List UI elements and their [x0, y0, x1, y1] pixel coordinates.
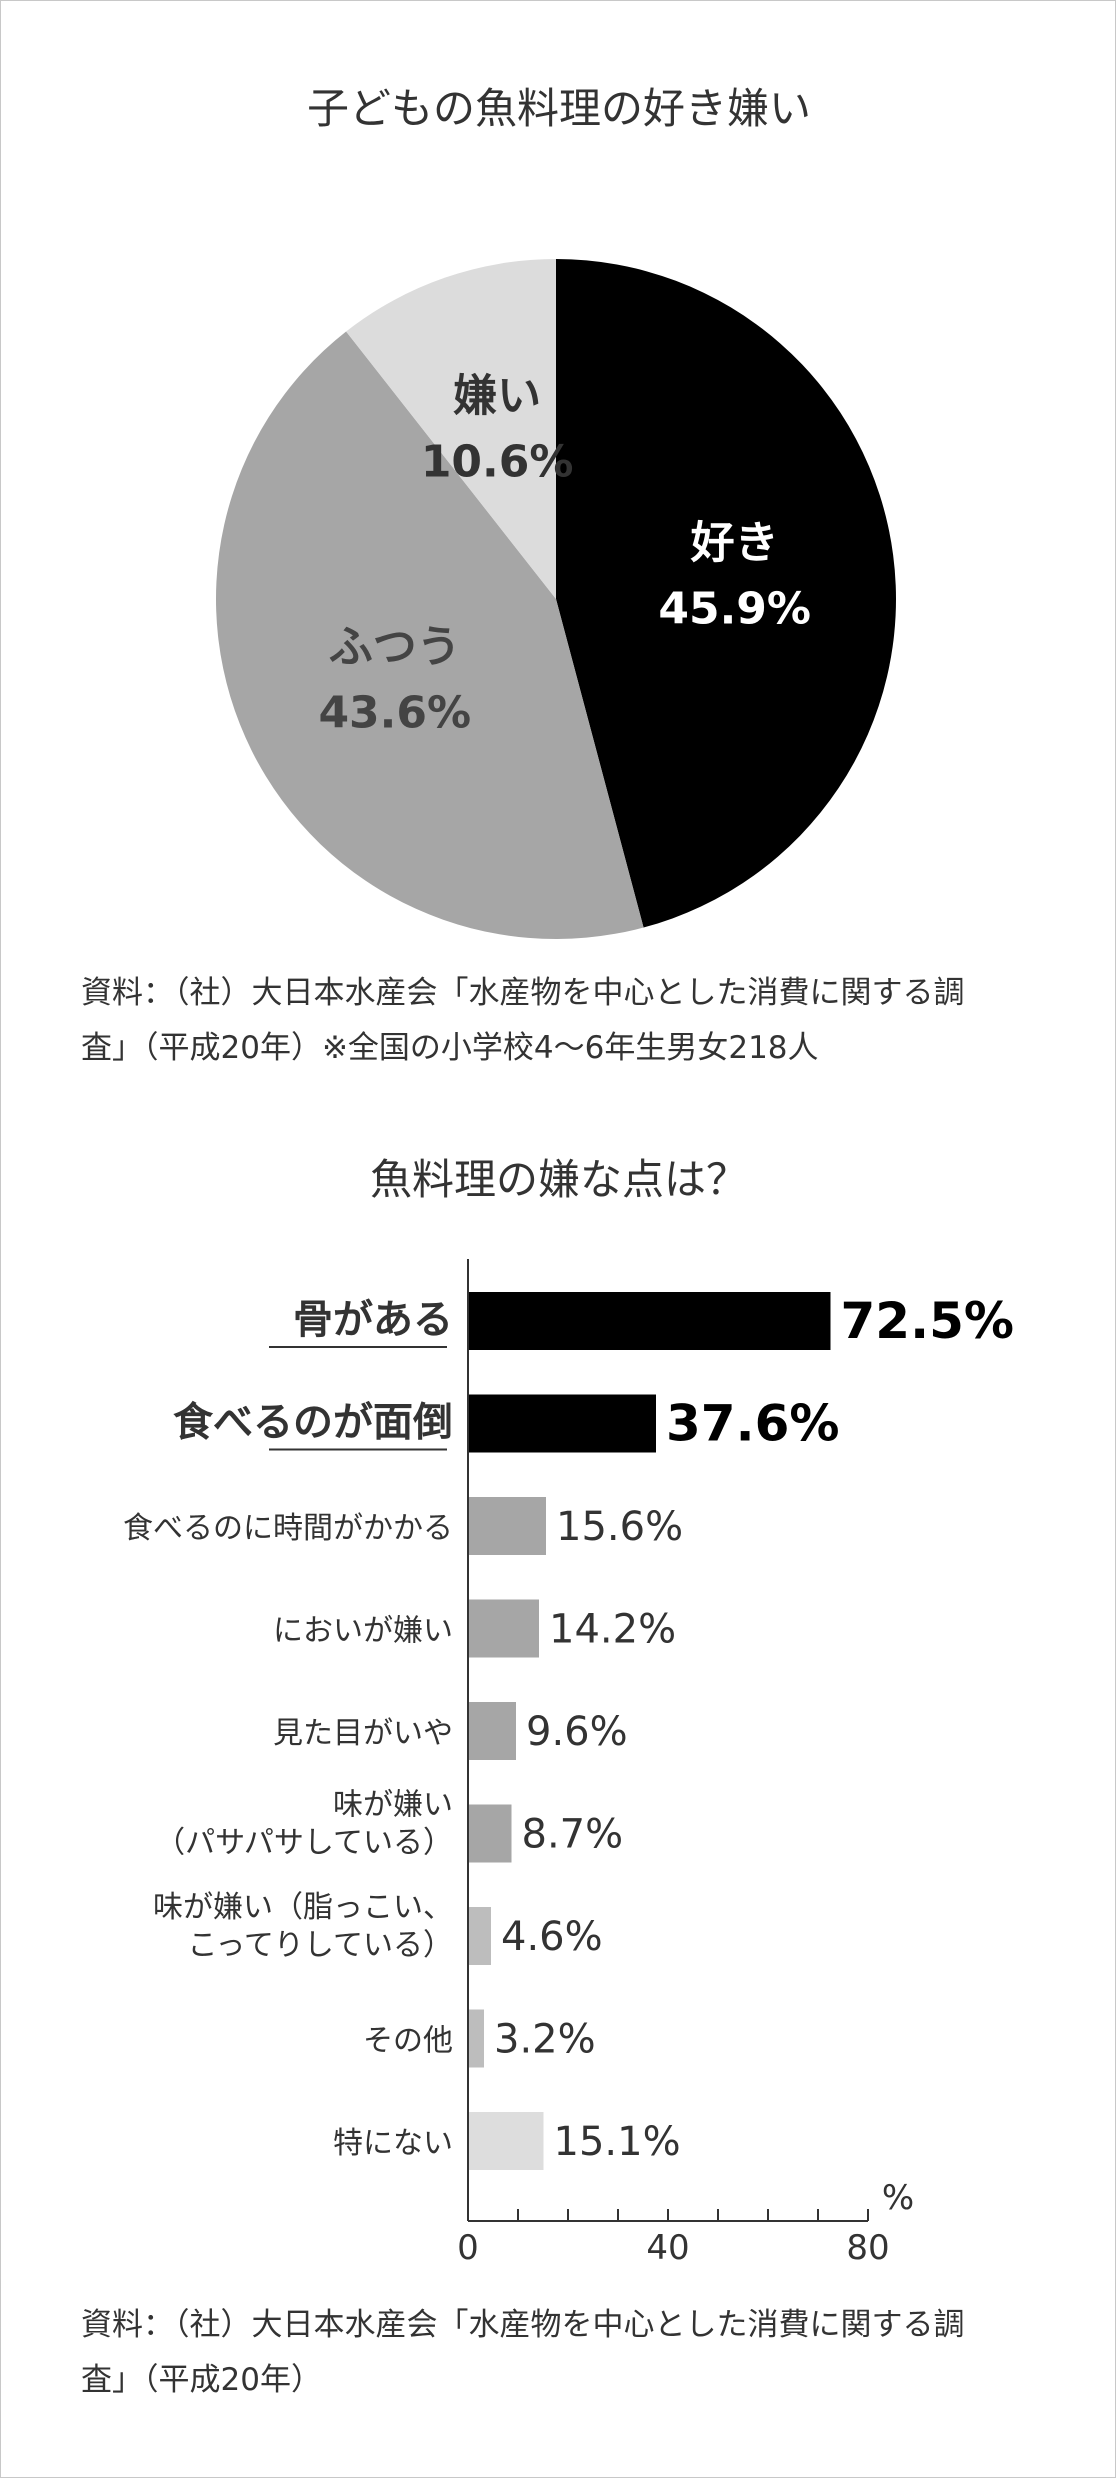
bar-value-label-5: 8.7%: [522, 1812, 624, 1858]
pie-slice-value-1: 43.6%: [318, 687, 471, 738]
bar-category-label-5-1: （パサパサしている）: [155, 1826, 453, 1861]
bar-category-label-1-0: 食べるのが面倒: [173, 1400, 453, 1446]
bar-source-line-2: 査」（平成20年）: [81, 2362, 322, 2398]
bar-category-label-3-0: においが嫌い: [273, 1614, 453, 1649]
pie-chart-title: 子どもの魚料理の好き嫌い: [307, 84, 811, 133]
pie-source-line-2: 査」（平成20年）※全国の小学校4〜6年生男女218人: [81, 1030, 819, 1066]
bar-1: [468, 1394, 656, 1453]
pie-slice-label-0: 好き: [690, 518, 779, 569]
pie-labels: 好き 45.9% ふつう 43.6% 嫌い 10.6%: [318, 371, 811, 739]
bar-value-label-3: 14.2%: [549, 1607, 676, 1653]
bar-x-unit-label: %: [882, 2178, 914, 2218]
bar-value-label-8: 15.1%: [554, 2119, 681, 2165]
bar-category-label-6-0: 味が嫌い（脂っこい、: [153, 1890, 453, 1925]
pie-slice-label-2: 嫌い: [453, 371, 541, 422]
bar-category-label-7-0: その他: [363, 2024, 453, 2059]
bar-chart-title: 魚料理の嫌な点は？: [370, 1155, 748, 1204]
pie-slice-2: [346, 259, 556, 599]
pie-slice-value-2: 10.6%: [421, 437, 574, 488]
bar-value-label-0: 72.5%: [841, 1292, 1014, 1350]
pie-slice-label-1: ふつう: [329, 621, 461, 672]
pie-slices: [215, 259, 897, 940]
bar-category-label-4-0: 見た目がいや: [273, 1716, 453, 1751]
pie-slice-0: [556, 259, 897, 928]
pie-slice-value-0: 45.9%: [658, 584, 811, 635]
bar-2: [468, 1497, 546, 1555]
bar-category-label-5-0: 味が嫌い: [333, 1788, 453, 1823]
bar-value-label-4: 9.6%: [526, 1709, 628, 1755]
bar-category-label-8-0: 特にない: [333, 2126, 453, 2161]
bar-value-label-2: 15.6%: [556, 1504, 683, 1550]
bar-x-tick-label-0: 0: [457, 2228, 479, 2268]
bar-x-tick-label-1: 40: [646, 2228, 689, 2268]
bar-value-label-1: 37.6%: [666, 1395, 839, 1453]
bar-group: 72.5% 骨がある 37.6% 食べるのが面倒 15.6% 食べるのに時間がかかる 14.…: [123, 1292, 1014, 2170]
bar-value-label-6: 4.6%: [501, 1914, 603, 1960]
bar-value-label-7: 3.2%: [494, 2017, 596, 2063]
bar-4: [468, 1702, 516, 1760]
pie-source-line-1: 資料：（社）大日本水産会「水産物を中心とした消費に関する調: [81, 975, 965, 1011]
bar-6: [468, 1907, 491, 1965]
bar-x-tick-label-2: 80: [846, 2228, 889, 2268]
bar-0: [468, 1292, 831, 1350]
bar-8: [468, 2112, 544, 2170]
bar-category-label-0-0: 骨がある: [293, 1297, 453, 1343]
bar-category-label-2-0: 食べるのに時間がかかる: [123, 1511, 453, 1546]
bar-7: [468, 2009, 484, 2068]
bar-3: [468, 1599, 539, 1658]
pie-slice-1: [215, 331, 644, 940]
bar-source-line-1: 資料：（社）大日本水産会「水産物を中心とした消費に関する調: [81, 2307, 965, 2343]
bar-category-label-6-1: こってりしている）: [188, 1928, 454, 1963]
bar-5: [468, 1804, 512, 1863]
bar-x-axis: 0 40 80%: [457, 1259, 914, 2268]
